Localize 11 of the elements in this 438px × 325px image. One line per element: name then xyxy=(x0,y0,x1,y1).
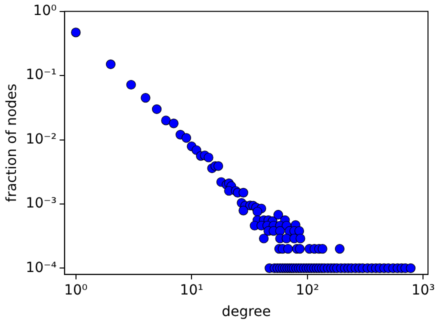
y-axis-title: fraction of nodes xyxy=(4,84,20,202)
y-tick-label: 10⁻⁴ xyxy=(26,260,57,276)
x-tick-label: 10¹ xyxy=(180,282,204,298)
x-tick-label: 10² xyxy=(296,282,320,298)
x-axis-title: degree xyxy=(222,304,271,320)
x-tick-label: 10⁰ xyxy=(64,282,88,298)
y-tick-label: 10⁻² xyxy=(26,131,57,148)
y-tick-label: 10⁰ xyxy=(33,3,57,20)
x-tick-label: 10³ xyxy=(411,282,435,298)
y-tick-label: 10⁻³ xyxy=(26,196,57,212)
y-tick-label: 10⁻¹ xyxy=(26,67,57,84)
